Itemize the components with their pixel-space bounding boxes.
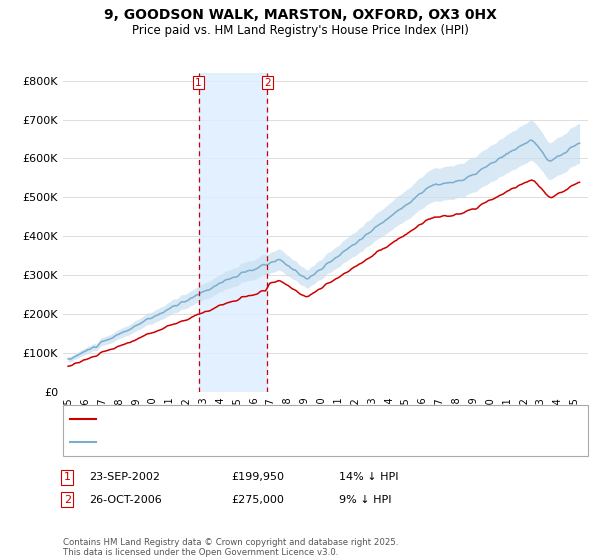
Bar [199, 73, 268, 392]
Text: £275,000: £275,000 [231, 494, 284, 505]
Text: 23-SEP-2002: 23-SEP-2002 [89, 472, 160, 482]
Text: 9% ↓ HPI: 9% ↓ HPI [339, 494, 391, 505]
Text: Price paid vs. HM Land Registry's House Price Index (HPI): Price paid vs. HM Land Registry's House … [131, 24, 469, 36]
Text: 14% ↓ HPI: 14% ↓ HPI [339, 472, 398, 482]
Text: 9, GOODSON WALK, MARSTON, OXFORD, OX3 0HX (semi-detached house): 9, GOODSON WALK, MARSTON, OXFORD, OX3 0H… [99, 414, 469, 424]
Text: 1: 1 [64, 472, 71, 482]
Text: Contains HM Land Registry data © Crown copyright and database right 2025.
This d: Contains HM Land Registry data © Crown c… [63, 538, 398, 557]
Text: HPI: Average price, semi-detached house, Oxford: HPI: Average price, semi-detached house,… [99, 437, 344, 447]
Text: 2: 2 [64, 494, 71, 505]
Text: £199,950: £199,950 [231, 472, 284, 482]
Text: 1: 1 [195, 78, 202, 87]
Text: 2: 2 [264, 78, 271, 87]
Text: 9, GOODSON WALK, MARSTON, OXFORD, OX3 0HX: 9, GOODSON WALK, MARSTON, OXFORD, OX3 0H… [104, 8, 496, 22]
Text: 26-OCT-2006: 26-OCT-2006 [89, 494, 161, 505]
